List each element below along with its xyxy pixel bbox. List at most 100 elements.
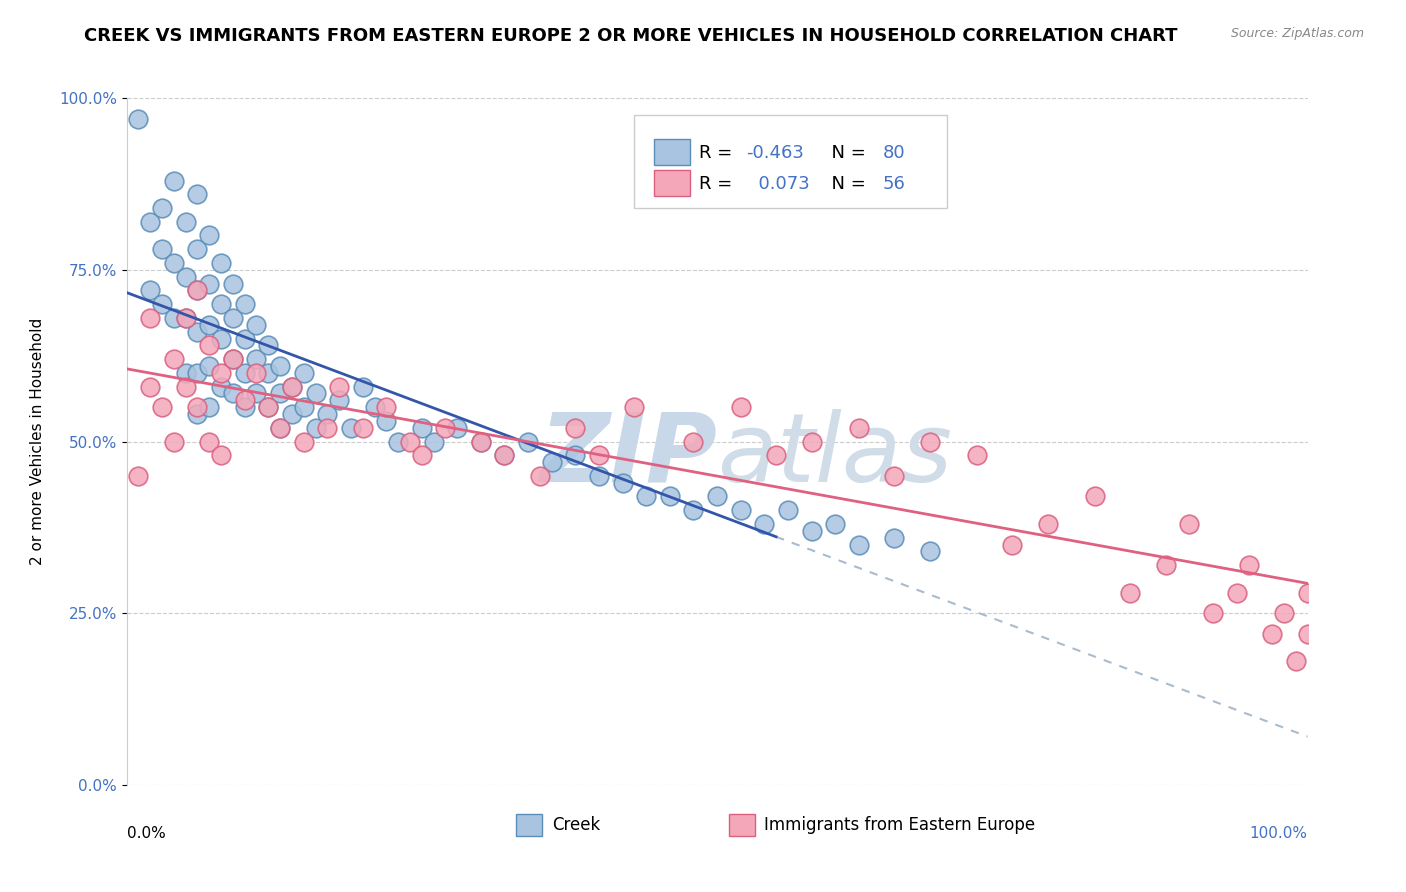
Text: R =: R = xyxy=(699,145,738,162)
Point xyxy=(564,448,586,462)
Point xyxy=(352,379,374,393)
Point xyxy=(222,310,245,325)
Point xyxy=(257,338,280,352)
Point xyxy=(434,421,457,435)
Text: Source: ZipAtlas.com: Source: ZipAtlas.com xyxy=(1230,27,1364,40)
Point xyxy=(1285,654,1308,668)
FancyBboxPatch shape xyxy=(516,814,543,837)
Point xyxy=(209,332,232,346)
Text: R =: R = xyxy=(699,175,738,193)
Text: 100.0%: 100.0% xyxy=(1250,826,1308,841)
Point xyxy=(1178,516,1201,531)
Point xyxy=(209,297,232,311)
Point xyxy=(1272,607,1295,621)
Point xyxy=(281,379,304,393)
Point xyxy=(233,332,256,346)
Text: 0.073: 0.073 xyxy=(747,175,810,193)
Point xyxy=(233,400,256,414)
Point xyxy=(1237,558,1260,573)
Text: N =: N = xyxy=(820,145,872,162)
Point xyxy=(529,469,551,483)
Point xyxy=(186,242,208,256)
Point xyxy=(245,366,267,380)
Point xyxy=(588,469,610,483)
Text: ZIP: ZIP xyxy=(538,409,717,502)
Point xyxy=(304,386,326,401)
Point xyxy=(233,366,256,380)
Point xyxy=(966,448,988,462)
Point xyxy=(222,352,245,367)
Point xyxy=(281,379,304,393)
Point xyxy=(363,400,385,414)
Point xyxy=(186,400,208,414)
Point xyxy=(209,256,232,270)
Point xyxy=(150,400,173,414)
Point xyxy=(754,516,776,531)
Point xyxy=(186,187,208,202)
Point xyxy=(222,386,245,401)
Point xyxy=(848,421,870,435)
Text: CREEK VS IMMIGRANTS FROM EASTERN EUROPE 2 OR MORE VEHICLES IN HOUSEHOLD CORRELAT: CREEK VS IMMIGRANTS FROM EASTERN EUROPE … xyxy=(84,27,1178,45)
Point xyxy=(245,318,267,332)
Point xyxy=(174,379,197,393)
Point xyxy=(446,421,468,435)
Point xyxy=(340,421,363,435)
Point xyxy=(304,421,326,435)
Point xyxy=(233,297,256,311)
Point xyxy=(257,366,280,380)
Point xyxy=(209,379,232,393)
Point xyxy=(198,400,221,414)
Point xyxy=(1001,537,1024,551)
Point xyxy=(174,310,197,325)
Point xyxy=(706,490,728,504)
Text: -0.463: -0.463 xyxy=(747,145,804,162)
Point xyxy=(127,469,149,483)
Point xyxy=(233,393,256,408)
Point xyxy=(470,434,492,449)
Point xyxy=(139,379,162,393)
Point xyxy=(127,112,149,126)
Point xyxy=(163,256,186,270)
Point xyxy=(163,352,186,367)
Point xyxy=(174,310,197,325)
Point xyxy=(883,531,905,545)
Point xyxy=(776,503,799,517)
Point xyxy=(281,407,304,421)
Point xyxy=(257,400,280,414)
Point xyxy=(328,393,350,408)
Point xyxy=(765,448,787,462)
Point xyxy=(174,366,197,380)
Point xyxy=(150,297,173,311)
Point xyxy=(163,173,186,187)
Point xyxy=(186,284,208,298)
Point xyxy=(163,434,186,449)
Point xyxy=(848,537,870,551)
Point xyxy=(139,284,162,298)
Point xyxy=(198,318,221,332)
Point xyxy=(328,379,350,393)
Point xyxy=(1261,627,1284,641)
Point xyxy=(163,310,186,325)
Point xyxy=(800,524,823,538)
Point xyxy=(1084,490,1107,504)
Point xyxy=(186,284,208,298)
Point xyxy=(1154,558,1177,573)
Point xyxy=(494,448,516,462)
Point xyxy=(470,434,492,449)
Point xyxy=(292,400,315,414)
Point xyxy=(292,366,315,380)
Point xyxy=(150,201,173,215)
Point xyxy=(658,490,681,504)
Point xyxy=(186,325,208,339)
FancyBboxPatch shape xyxy=(634,115,948,208)
Point xyxy=(1202,607,1225,621)
Point xyxy=(198,338,221,352)
Point xyxy=(198,228,221,243)
Point xyxy=(682,503,704,517)
Point xyxy=(730,503,752,517)
Point xyxy=(198,277,221,291)
Point xyxy=(800,434,823,449)
Point xyxy=(1226,585,1249,599)
Point xyxy=(174,215,197,229)
Point xyxy=(540,455,562,469)
